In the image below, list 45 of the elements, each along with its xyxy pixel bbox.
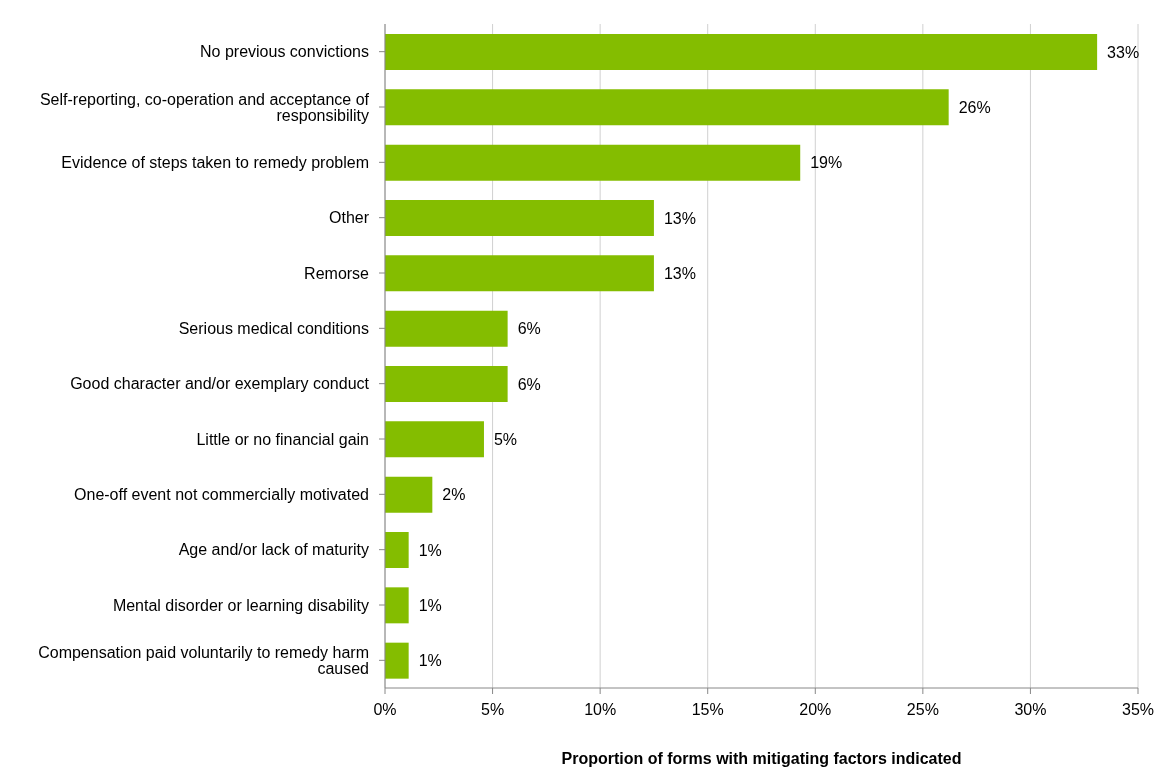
bar [385, 587, 409, 624]
y-tick-label: Mental disorder or learning disability [112, 596, 369, 614]
y-tick-label: Little or no financial gain [196, 430, 369, 448]
data-label: 6% [517, 320, 541, 338]
y-tick-label: Evidence of steps taken to remedy problem [61, 154, 369, 172]
y-tick-label: Remorse [304, 264, 370, 282]
data-label: 26% [958, 98, 991, 116]
bar [385, 642, 409, 679]
data-label: 1% [418, 652, 442, 670]
y-tick-label: Compensation paid voluntarily to remedy harm caused [38, 644, 369, 678]
x-tick-label: 5% [481, 701, 505, 719]
y-tick-label: One-off event not commercially motivated [74, 486, 369, 504]
bar [385, 421, 484, 458]
x-tick-label: 15% [691, 701, 724, 719]
y-tick-label: Serious medical conditions [178, 320, 369, 338]
bar [385, 144, 801, 181]
x-tick-label: 35% [1121, 701, 1155, 719]
x-tick-label: 0% [373, 701, 397, 719]
bar [385, 476, 433, 513]
data-label: 5% [493, 430, 518, 448]
data-label: 1% [418, 541, 442, 559]
bar [385, 200, 654, 236]
data-label: 13% [663, 264, 696, 282]
data-label: 2% [442, 486, 466, 504]
data-label: 6% [517, 375, 541, 393]
x-axis-title: Proportion of forms with mitigating factors indicated [561, 750, 962, 767]
y-tick-label: Good character and/or exemplary conduct [70, 375, 370, 393]
data-label: 19% [810, 154, 843, 172]
y-tick-label: Other [328, 209, 370, 227]
y-tick-label: No previous convictions [200, 43, 369, 61]
data-label: 13% [663, 209, 696, 227]
bar [385, 532, 409, 568]
x-tick-label: 10% [584, 701, 617, 719]
y-tick-label: Self-reporting, co-operation and acceptance of responsibility [39, 90, 370, 124]
bar [385, 310, 508, 347]
bar [385, 89, 949, 126]
bar [385, 255, 654, 292]
x-tick-label: 30% [1014, 701, 1047, 719]
x-tick-label: 20% [799, 701, 832, 719]
bar [385, 34, 1098, 70]
data-label: 1% [418, 596, 442, 614]
data-label: 33% [1107, 43, 1140, 61]
y-tick-label: Age and/or lack of maturity [178, 541, 369, 559]
x-tick-label: 25% [906, 701, 939, 719]
bar [385, 366, 508, 402]
